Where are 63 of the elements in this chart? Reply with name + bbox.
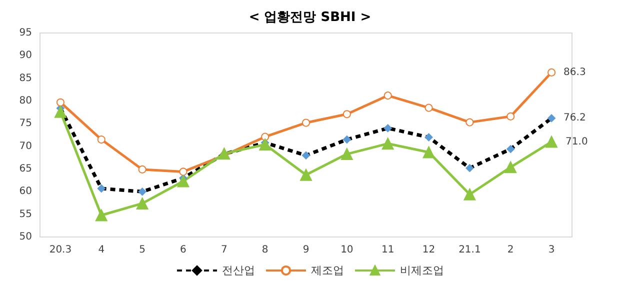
- y-tick-label: 60: [19, 186, 32, 198]
- point: [138, 188, 146, 196]
- y-tick-label: 65: [19, 164, 32, 174]
- x-tick-label: 7: [220, 244, 228, 256]
- point: [546, 136, 558, 148]
- point: [302, 118, 310, 127]
- x-tick-label: 11: [381, 244, 394, 256]
- x-tick-label: 8: [262, 244, 268, 256]
- data-label: 76.2: [564, 112, 586, 124]
- y-tick-label: 75: [19, 118, 32, 130]
- x-tick-label: 20.3: [49, 244, 72, 256]
- y-tick-label: 80: [19, 96, 32, 106]
- point: [424, 104, 433, 112]
- x-tick-label: 9: [302, 244, 310, 256]
- legend-label: 전산업: [222, 264, 255, 277]
- point: [300, 168, 312, 181]
- legend-label: 비제조업: [400, 264, 444, 277]
- point: [261, 132, 270, 141]
- point: [136, 197, 148, 210]
- x-tick-label: 5: [139, 244, 146, 256]
- y-tick-label: 70: [19, 140, 32, 152]
- point: [95, 209, 108, 222]
- point: [302, 151, 310, 160]
- point: [56, 98, 64, 106]
- point: [548, 68, 556, 76]
- point: [342, 110, 351, 118]
- point: [382, 138, 394, 150]
- y-tick-label: 85: [19, 72, 32, 84]
- point: [342, 136, 351, 144]
- x-tick-label: 21.1: [458, 244, 481, 256]
- point: [548, 114, 556, 122]
- x-tick-label: 10: [340, 244, 354, 256]
- x-tick-label: 2: [507, 244, 514, 256]
- point: [179, 168, 188, 176]
- point: [424, 133, 433, 142]
- point: [138, 165, 146, 174]
- point: [97, 184, 106, 192]
- y-tick-label: 95: [19, 28, 32, 38]
- point: [97, 136, 106, 144]
- point: [384, 124, 392, 132]
- point: [464, 188, 476, 200]
- point: [466, 118, 474, 126]
- y-tick-label: 55: [19, 208, 32, 220]
- x-tick-label: 4: [98, 244, 105, 256]
- point: [506, 145, 515, 154]
- x-tick-label: 6: [180, 244, 186, 256]
- data-label: 86.3: [564, 66, 586, 78]
- point: [259, 138, 272, 151]
- point: [466, 164, 474, 172]
- point: [506, 112, 515, 120]
- legend-label: 제조업: [311, 264, 344, 277]
- x-tick-label: 12: [422, 244, 436, 256]
- y-tick-label: 50: [19, 232, 32, 242]
- x-tick-label: 3: [548, 244, 555, 256]
- point: [177, 175, 190, 188]
- point: [340, 148, 353, 160]
- data-label: 71.0: [566, 136, 588, 148]
- point: [422, 146, 435, 158]
- point: [384, 92, 392, 100]
- y-tick-label: 90: [19, 50, 32, 62]
- point: [54, 106, 66, 118]
- point: [504, 161, 517, 174]
- chart-title: < 업황전망 SBHI >: [248, 10, 372, 25]
